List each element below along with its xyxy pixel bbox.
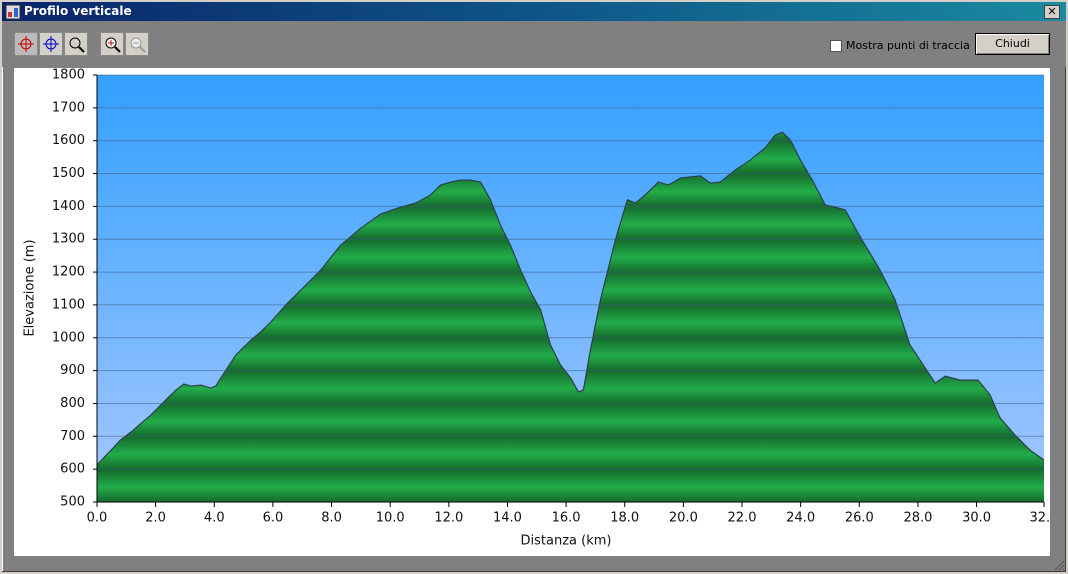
x-tick-label: 14.0 (493, 511, 522, 526)
x-tick-label: 30.0 (962, 511, 991, 526)
close-icon[interactable]: ✕ (1044, 5, 1060, 19)
x-tick-label: 2.0 (145, 511, 166, 526)
x-tick-label: 28.0 (903, 511, 932, 526)
title-bar: Profilo verticale ✕ (2, 2, 1066, 21)
x-tick-label: 6.0 (263, 511, 284, 526)
tool-blue-cross[interactable] (39, 32, 63, 56)
y-tick-label: 1000 (52, 330, 85, 345)
window-title: Profilo verticale (24, 4, 132, 18)
x-tick-label: 22.0 (728, 511, 757, 526)
y-tick-label: 1700 (52, 100, 85, 115)
x-tick-label: 18.0 (610, 511, 639, 526)
y-tick-label: 1100 (52, 297, 85, 312)
x-tick-label: 0.0 (87, 511, 108, 526)
tool-zoom-box[interactable] (64, 32, 88, 56)
y-tick-label: 1300 (52, 232, 85, 247)
x-tick-label: 20.0 (669, 511, 698, 526)
x-tick-label: 12.0 (434, 511, 463, 526)
y-tick-label: 1600 (52, 133, 85, 148)
x-tick-label: 10.0 (376, 511, 405, 526)
checkbox[interactable] (830, 40, 842, 52)
x-tick-label: 24.0 (786, 511, 815, 526)
y-tick-label: 900 (60, 363, 85, 378)
app-icon (5, 4, 21, 20)
resize-grip[interactable] (1053, 559, 1065, 571)
y-tick-label: 1400 (52, 199, 85, 214)
y-axis-label: Elevazione (m) (23, 239, 38, 336)
x-tick-label: 16.0 (552, 511, 581, 526)
tool-red-cross[interactable] (14, 32, 38, 56)
close-button[interactable]: Chiudi (975, 33, 1050, 55)
y-tick-label: 1800 (52, 68, 85, 83)
y-tick-label: 600 (60, 462, 85, 477)
chart: Elevazione (m) Distanza (km) 500 600 700 80… (14, 68, 1050, 556)
y-tick-label: 1200 (52, 265, 85, 280)
y-tick-label: 800 (60, 396, 85, 411)
checkbox-label: Mostra punti di traccia (846, 39, 970, 52)
x-tick-label: 32.3 (1030, 511, 1050, 526)
x-tick-label: 26.0 (845, 511, 874, 526)
y-tick-label: 700 (60, 429, 85, 444)
tool-zoom-out[interactable] (125, 32, 149, 56)
x-tick-label: 8.0 (321, 511, 342, 526)
toolbar (2, 21, 1066, 67)
x-tick-label: 4.0 (204, 511, 225, 526)
area (97, 132, 1044, 502)
x-axis-label: Distanza (km) (521, 534, 612, 549)
tool-zoom-in[interactable] (100, 32, 124, 56)
y-tick-label: 1500 (52, 166, 85, 181)
y-tick-label: 500 (60, 495, 85, 510)
profile-line (96, 131, 1045, 466)
